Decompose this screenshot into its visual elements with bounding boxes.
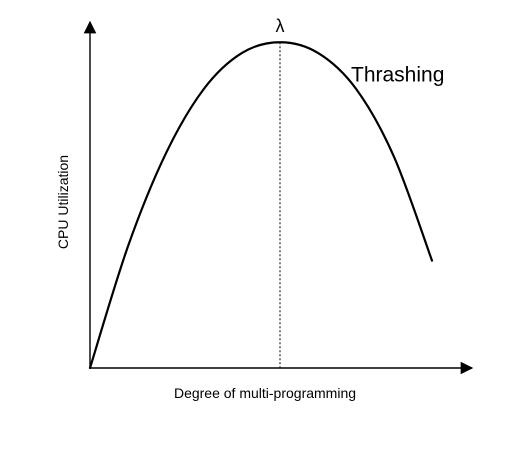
thrashing-label: Thrashing [351,64,444,87]
cpu-utilization-curve [88,41,434,370]
plot-layer [88,41,434,370]
y-axis-label: CPU Utilization [55,155,71,249]
peak-label: λ [276,16,285,36]
x-axis-label: Degree of multi-programming [174,385,356,401]
